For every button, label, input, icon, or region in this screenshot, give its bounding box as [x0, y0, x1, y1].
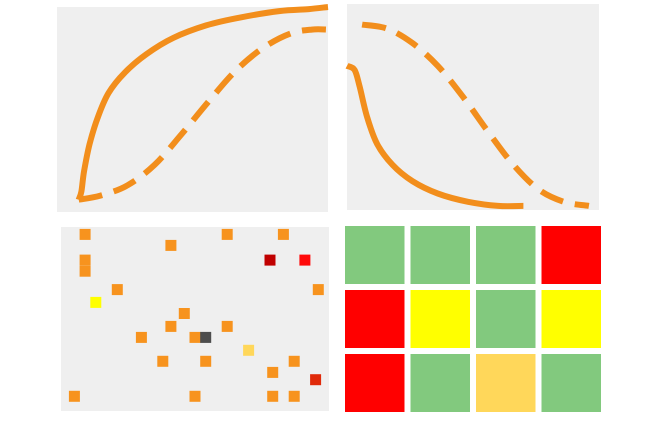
series-line-solid: [75, 4, 329, 201]
scatter-point-26: [267, 390, 279, 402]
scatter-point-7: [264, 254, 276, 266]
scatter-point-21: [288, 355, 300, 367]
heatmap-cell-r1-c3: [476, 226, 536, 284]
heatmap-cell-r2-c1: [345, 290, 405, 348]
heatmap-cell-r2-c3: [476, 290, 536, 348]
scatter-point-11: [90, 296, 102, 308]
plot-background: [347, 4, 599, 210]
scatter-point-24: [68, 390, 80, 402]
scatter-point-12: [178, 308, 190, 319]
scatter-point-3: [79, 265, 91, 277]
scatter-point-14: [221, 320, 233, 332]
panel-top-left-line-chart: [57, 4, 329, 212]
scatter-point-17: [200, 331, 212, 343]
scatter-point-23: [310, 374, 322, 386]
panel-bottom-left-scatter-chart: [61, 227, 329, 411]
scatter-point-9: [312, 284, 324, 296]
scatter-point-16: [189, 331, 201, 343]
scatter-point-25: [189, 390, 201, 402]
scatter-point-22: [267, 366, 279, 378]
panel-bottom-right-heatmap: [345, 226, 601, 412]
series-line-dashed: [361, 21, 590, 209]
scatter-point-2: [79, 254, 91, 266]
scatter-point-15: [135, 331, 147, 343]
scatter-point-6: [277, 228, 289, 240]
series-line-solid: [345, 63, 524, 210]
plot-background: [61, 227, 329, 411]
heatmap-cell-r2-c2: [410, 290, 470, 348]
heatmap-cell-r3-c4: [541, 354, 601, 412]
scatter-point-27: [288, 390, 300, 402]
scatter-point-10: [111, 284, 123, 296]
heatmap-cell-r1-c4: [541, 226, 601, 284]
heatmap-cell-r1-c2: [410, 226, 470, 284]
panel-top-right-line-chart: [345, 4, 599, 210]
scatter-point-19: [157, 355, 169, 367]
series-line-dashed: [78, 26, 329, 203]
scatter-point-1: [79, 228, 91, 240]
heatmap-cell-r3-c2: [410, 354, 470, 412]
heatmap-cell-r3-c1: [345, 354, 405, 412]
scatter-point-4: [165, 239, 177, 251]
heatmap-cell-r2-c4: [541, 290, 601, 348]
scatter-point-20: [200, 355, 212, 367]
scatter-point-18: [243, 344, 255, 356]
scatter-point-13: [165, 320, 177, 332]
scatter-point-8: [299, 254, 311, 266]
scatter-point-5: [221, 228, 233, 240]
heatmap-cell-r1-c1: [345, 226, 405, 284]
heatmap-cell-r3-c3: [476, 354, 536, 412]
